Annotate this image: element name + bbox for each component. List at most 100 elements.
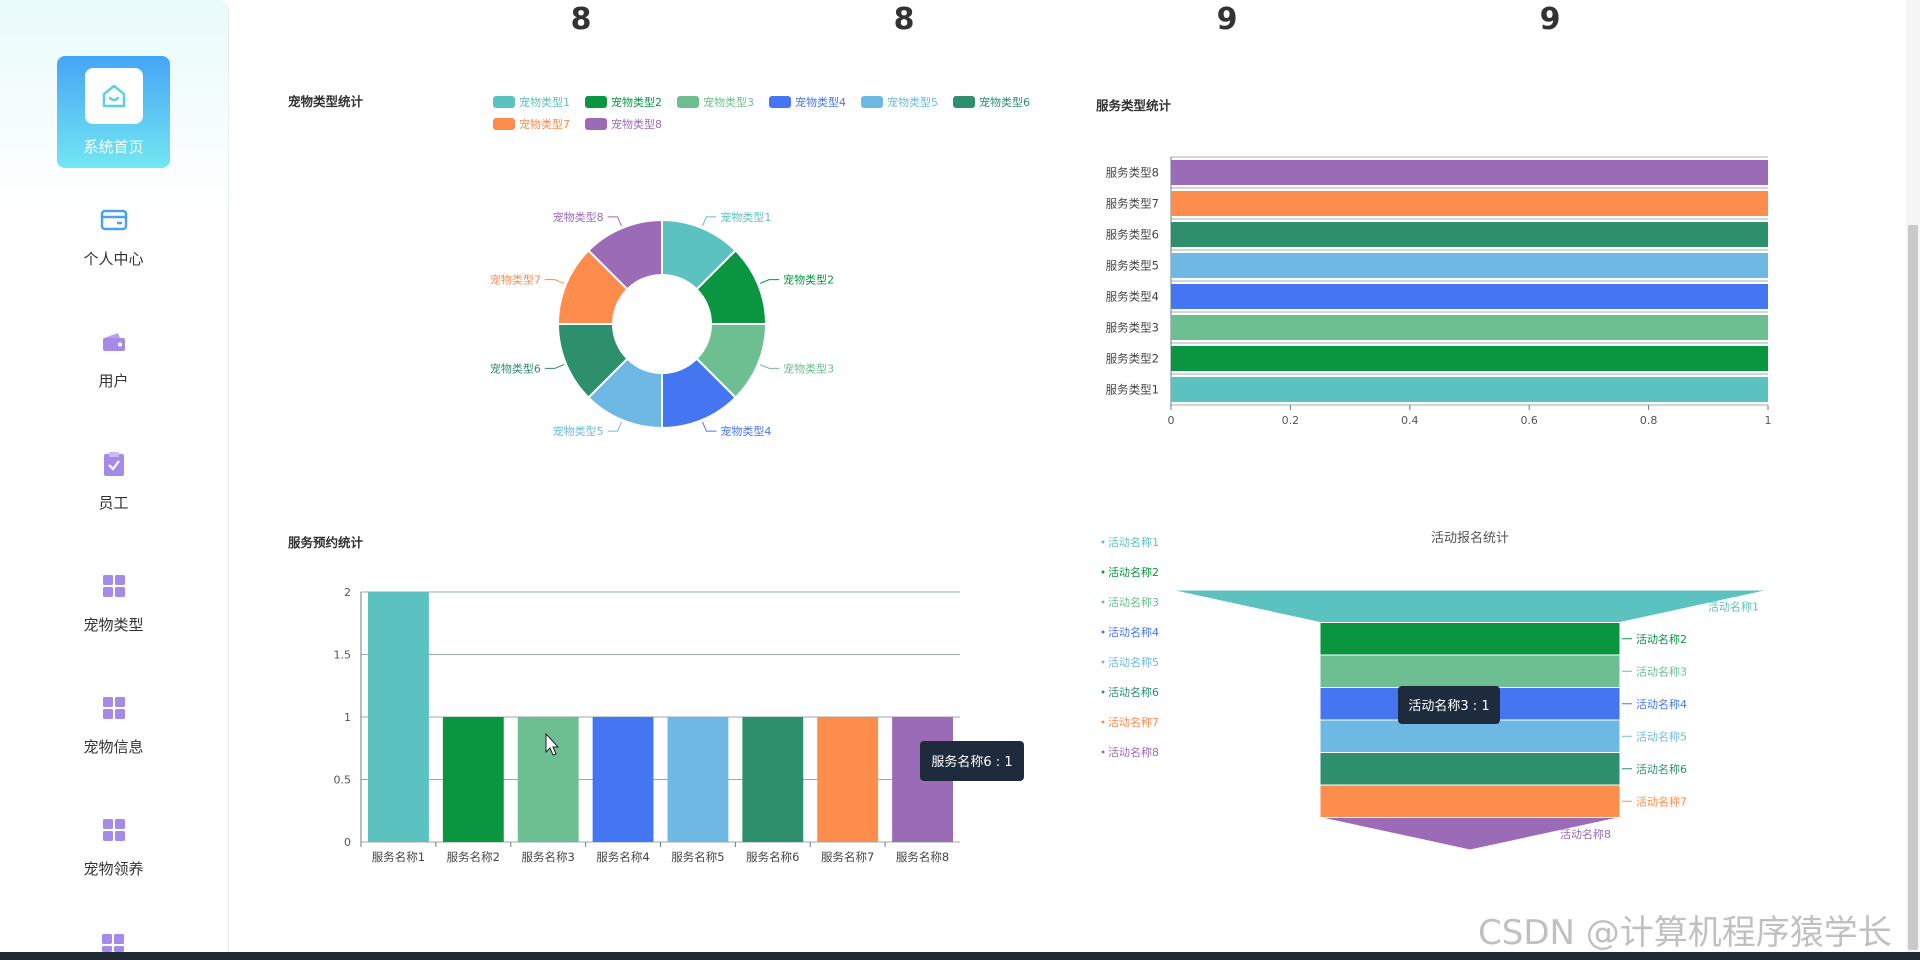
- home-icon: [84, 68, 143, 124]
- vbar-bar[interactable]: [817, 717, 879, 842]
- funnel-legend-label[interactable]: 活动名称1: [1108, 535, 1159, 549]
- pie-legend-label[interactable]: 宠物类型3: [703, 95, 754, 109]
- hbar-bar[interactable]: [1171, 346, 1768, 371]
- vbar-bar[interactable]: [742, 717, 804, 842]
- pie-legend-label[interactable]: 宠物类型8: [611, 117, 662, 131]
- pie-legend-label[interactable]: 宠物类型7: [519, 117, 570, 131]
- vbar-category-label: 服务名称6: [746, 850, 799, 864]
- pie-legend-swatch[interactable]: [585, 118, 607, 130]
- sidebar-item-pet-adoption[interactable]: 宠物领养: [57, 790, 170, 902]
- sidebar-item-label: 宠物类型: [83, 616, 144, 634]
- funnel-chart-labels: 活动名称1 活动名称2 活动名称3 活动名称4 活动名称5 活动名称6 活动名称7 活动名称8: [1560, 599, 1759, 841]
- vbar-tooltip: 服务名称6 : 1: [920, 741, 1024, 781]
- funnel-legend-marker[interactable]: [1101, 690, 1105, 694]
- funnel-legend-label[interactable]: 活动名称4: [1108, 625, 1159, 639]
- vbar-category-label: 服务名称2: [447, 850, 500, 864]
- hbar-bar[interactable]: [1171, 222, 1768, 247]
- hbar-chart-title: 服务类型统计: [1096, 98, 1172, 113]
- pie-legend-swatch[interactable]: [493, 96, 515, 108]
- stat-value: 9: [1216, 2, 1238, 37]
- stat-value: 9: [1539, 2, 1561, 37]
- vbar-bar[interactable]: [442, 717, 504, 842]
- card-icon: [85, 192, 143, 248]
- scrollbar[interactable]: [1906, 0, 1920, 960]
- hbar-x-tick-label: 0.2: [1282, 414, 1300, 427]
- funnel-segment[interactable]: [1319, 817, 1621, 851]
- pie-legend-label[interactable]: 宠物类型4: [795, 95, 846, 109]
- hbar-category-label: 服务类型7: [1106, 197, 1159, 211]
- funnel-segment[interactable]: [1319, 752, 1621, 786]
- funnel-legend-label[interactable]: 活动名称2: [1108, 565, 1159, 579]
- funnel-legend-label[interactable]: 活动名称5: [1108, 655, 1159, 669]
- sidebar-item-home[interactable]: 系统首页: [57, 56, 170, 168]
- pie-slice-label: 宠物类型1: [720, 210, 771, 224]
- sidebar-item-pet-info[interactable]: 宠物信息: [57, 668, 170, 780]
- funnel-segment[interactable]: [1319, 654, 1621, 688]
- vbar-category-label: 服务名称7: [821, 850, 874, 864]
- pie-label-line: [544, 364, 565, 369]
- pie-legend-swatch[interactable]: [585, 96, 607, 108]
- funnel-legend-marker[interactable]: [1101, 630, 1105, 634]
- funnel-segment-label: 活动名称4: [1636, 697, 1687, 711]
- funnel-legend-marker[interactable]: [1101, 750, 1105, 754]
- sidebar-item-profile[interactable]: 个人中心: [57, 180, 170, 292]
- hbar-x-tick-label: 0.8: [1640, 414, 1658, 427]
- vbar-y-tick-label: 1: [344, 711, 351, 724]
- funnel-legend-label[interactable]: 活动名称8: [1108, 745, 1159, 759]
- funnel-segment-label: 活动名称1: [1708, 599, 1759, 613]
- clipboard-icon: [85, 436, 143, 492]
- pie-legend-swatch[interactable]: [677, 96, 699, 108]
- funnel-segment[interactable]: [1319, 784, 1621, 818]
- hbar-category-label: 服务类型1: [1106, 383, 1159, 397]
- funnel-segment[interactable]: [1319, 719, 1621, 753]
- pie-legend-label[interactable]: 宠物类型1: [519, 95, 570, 109]
- pie-slice-label: 宠物类型8: [553, 210, 604, 224]
- funnel-legend-marker[interactable]: [1101, 600, 1105, 604]
- scrollbar-thumb[interactable]: [1908, 225, 1918, 950]
- funnel-segment[interactable]: [1319, 622, 1621, 656]
- funnel-legend-label[interactable]: 活动名称6: [1108, 685, 1159, 699]
- sidebar-item-label: 个人中心: [83, 250, 144, 268]
- pie-slice[interactable]: [587, 218, 663, 291]
- vbar-y-tick-label: 0.5: [334, 774, 352, 787]
- hbar-x-tick-label: 0: [1168, 414, 1175, 427]
- sidebar-item-pet-types[interactable]: 宠物类型: [57, 546, 170, 658]
- hbar-bar[interactable]: [1171, 377, 1768, 402]
- grid-icon: [85, 680, 143, 736]
- pie-slice-label: 宠物类型2: [783, 273, 834, 287]
- pie-legend-swatch[interactable]: [861, 96, 883, 108]
- vbar-bar[interactable]: [592, 717, 654, 842]
- pie-legend-swatch[interactable]: [493, 118, 515, 130]
- sidebar-item-label: 员工: [98, 494, 129, 512]
- vbar-chart-bars: [368, 592, 953, 842]
- pie-legend-swatch[interactable]: [953, 96, 975, 108]
- pie-slice-label: 宠物类型3: [783, 361, 834, 375]
- funnel-chart-title: 活动报名统计: [1431, 530, 1509, 546]
- sidebar-item-staff[interactable]: 员工: [57, 424, 170, 536]
- hbar-bar[interactable]: [1171, 284, 1768, 309]
- vbar-bar[interactable]: [368, 592, 429, 842]
- funnel-legend-label[interactable]: 活动名称3: [1108, 595, 1159, 609]
- funnel-legend-marker[interactable]: [1101, 540, 1105, 544]
- hbar-bar[interactable]: [1171, 315, 1768, 340]
- funnel-legend-marker[interactable]: [1101, 720, 1105, 724]
- pie-legend-label[interactable]: 宠物类型6: [979, 95, 1030, 109]
- funnel-segment[interactable]: [1170, 589, 1770, 623]
- vbar-bar[interactable]: [667, 717, 729, 842]
- pie-legend-label[interactable]: 宠物类型5: [887, 95, 938, 109]
- hbar-category-label: 服务类型2: [1106, 352, 1159, 366]
- pie-legend-label[interactable]: 宠物类型2: [611, 95, 662, 109]
- funnel-legend-marker[interactable]: [1101, 660, 1105, 664]
- funnel-segment-label: 活动名称7: [1636, 794, 1687, 808]
- vbar-category-label: 服务名称3: [522, 850, 575, 864]
- pie-legend-swatch[interactable]: [769, 96, 791, 108]
- hbar-bar[interactable]: [1171, 191, 1768, 216]
- funnel-legend-label[interactable]: 活动名称7: [1108, 715, 1159, 729]
- hbar-bar[interactable]: [1171, 253, 1768, 278]
- funnel-legend-marker[interactable]: [1101, 570, 1105, 574]
- vbar-tooltip-box: [920, 741, 1024, 781]
- hbar-bar[interactable]: [1171, 160, 1768, 185]
- sidebar-item-users[interactable]: 用户: [57, 302, 170, 414]
- sidebar-item-label: 用户: [98, 372, 129, 390]
